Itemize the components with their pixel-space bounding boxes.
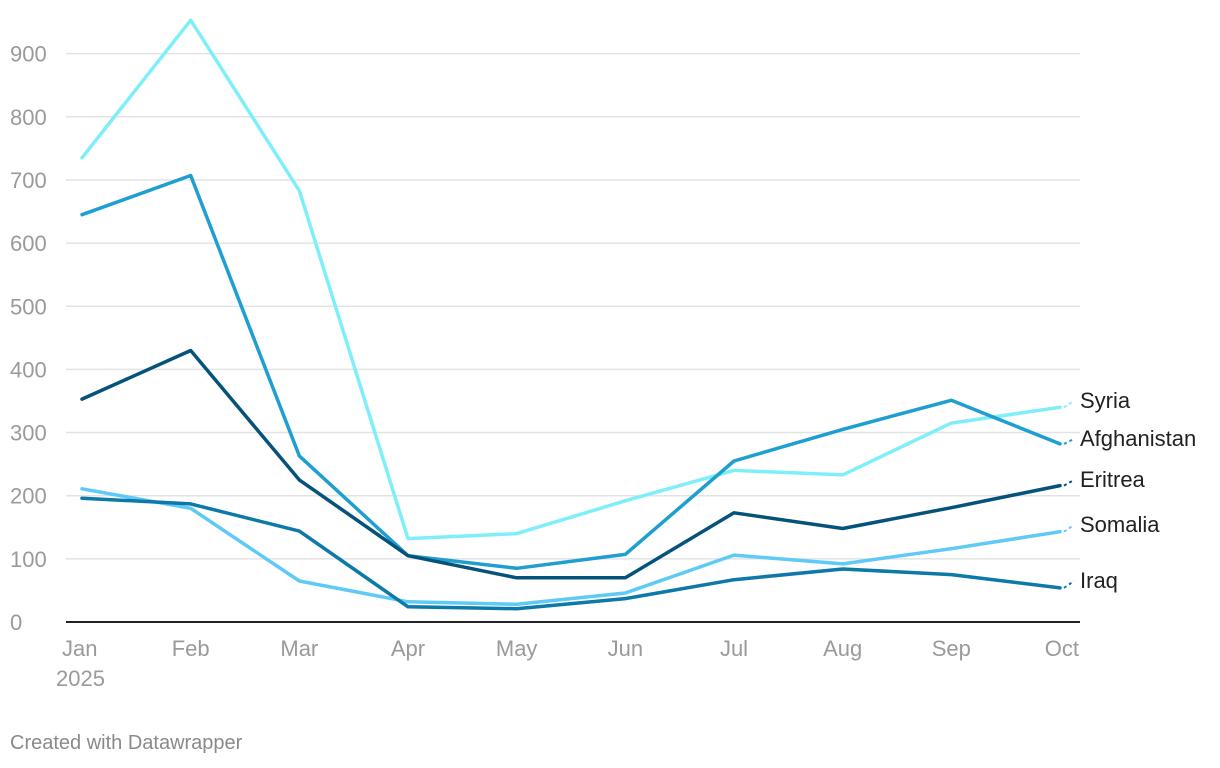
y-tick-label: 200 — [10, 484, 47, 509]
series-label-somalia: Somalia — [1080, 512, 1160, 537]
label-connector — [1063, 438, 1075, 445]
y-tick-label: 300 — [10, 421, 47, 446]
series-lines — [80, 18, 1062, 611]
label-connector — [1063, 524, 1075, 533]
x-tick-label: Apr — [391, 636, 425, 661]
y-tick-label: 0 — [10, 610, 22, 635]
series-line-syria — [80, 18, 1062, 541]
series-line-afghanistan — [80, 173, 1062, 571]
gridlines — [66, 52, 1080, 560]
x-tick-label: May — [496, 636, 538, 661]
series-label-syria: Syria — [1080, 388, 1131, 413]
series-line-somalia — [80, 487, 1062, 607]
series-label-iraq: Iraq — [1080, 568, 1118, 593]
x-tick-label: Mar — [280, 636, 318, 661]
x-tick-label: Jun — [608, 636, 643, 661]
y-tick-label: 400 — [10, 357, 47, 382]
label-connector — [1063, 580, 1075, 589]
label-connector — [1063, 479, 1075, 487]
y-tick-label: 500 — [10, 294, 47, 319]
x-tick-label: Oct — [1045, 636, 1079, 661]
x-axis-year-label: 2025 — [56, 666, 105, 691]
series-labels: Syria Afghanistan Eritrea Somalia Iraq — [1063, 388, 1196, 593]
x-tick-label: Jul — [720, 636, 748, 661]
x-tick-label: Sep — [932, 636, 971, 661]
y-tick-label: 800 — [10, 105, 47, 130]
credit-text: Created with Datawrapper — [10, 732, 243, 754]
series-line-eritrea — [80, 348, 1062, 580]
series-label-eritrea: Eritrea — [1080, 467, 1146, 492]
x-tick-label: Jan — [62, 636, 97, 661]
x-axis-ticks: 2025 Jan Feb Mar Apr May Jun Jul Aug Sep Oct — [56, 636, 1079, 691]
x-tick-label: Aug — [823, 636, 862, 661]
y-tick-label: 600 — [10, 231, 47, 256]
y-tick-label: 100 — [10, 547, 47, 572]
y-tick-label: 700 — [10, 168, 47, 193]
x-tick-label: Feb — [172, 636, 210, 661]
y-tick-label: 900 — [10, 42, 47, 67]
series-label-afghanistan: Afghanistan — [1080, 426, 1196, 451]
y-axis-ticks: 0 100 200 300 400 500 600 700 800 900 — [10, 42, 47, 635]
label-connector — [1063, 400, 1075, 409]
series-line-iraq — [80, 496, 1062, 611]
